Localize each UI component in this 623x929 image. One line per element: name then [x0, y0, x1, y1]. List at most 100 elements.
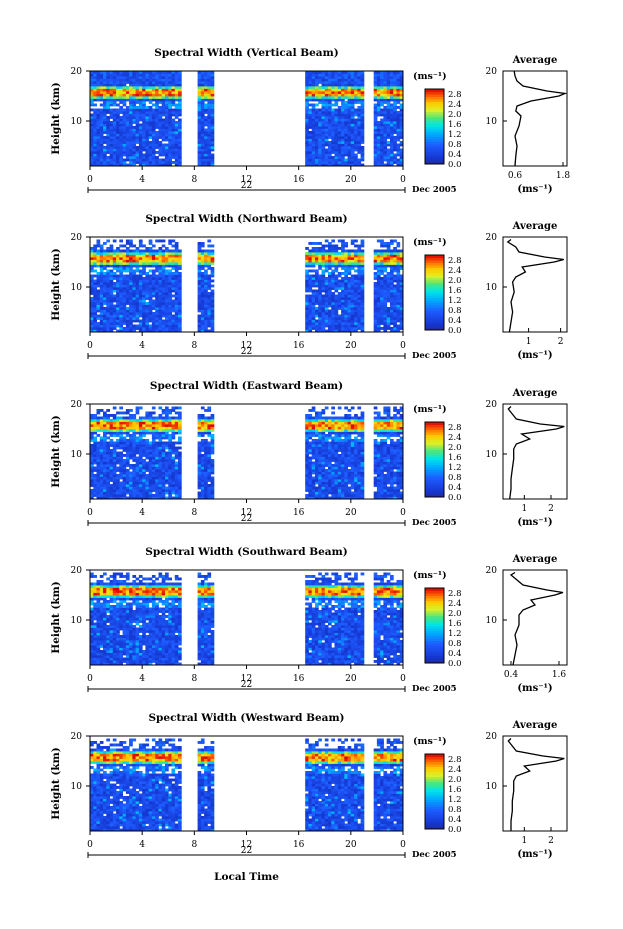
heatmap-cell: [178, 133, 182, 137]
heatmap-cell: [161, 146, 166, 149]
heatmap-cell: [106, 289, 110, 293]
heatmap-cell: [90, 491, 94, 495]
heatmap-cell: [311, 113, 316, 117]
heatmap-cell: [399, 113, 404, 117]
heatmap-cell: [109, 148, 114, 152]
heatmap-cell: [132, 491, 137, 495]
heatmap-cell: [354, 158, 358, 162]
heatmap-cell: [109, 494, 114, 497]
heatmap-cell: [207, 324, 212, 328]
heatmap-cell: [109, 274, 114, 278]
heatmap-cell: [99, 141, 104, 144]
heatmap-cell: [318, 141, 322, 144]
heatmap-cell: [318, 126, 322, 129]
heatmap-cell: [178, 156, 182, 159]
heatmap-cell: [373, 121, 378, 124]
heatmap-cell: [337, 108, 342, 112]
heatmap-cell: [109, 279, 114, 283]
heatmap-cell: [135, 136, 140, 139]
heatmap-cell: [125, 269, 130, 273]
heatmap-cell: [308, 91, 313, 94]
heatmap-cell: [116, 292, 120, 295]
heatmap-cell: [93, 436, 97, 440]
heatmap-cell: [132, 486, 137, 490]
heatmap-cell: [204, 98, 208, 102]
heatmap-cell: [396, 287, 401, 290]
heatmap-cell: [331, 81, 335, 84]
heatmap-cell: [315, 141, 319, 144]
heatmap-cell: [99, 282, 104, 285]
heatmap-cell: [324, 254, 329, 258]
heatmap-cell: [122, 116, 127, 119]
heatmap-cell: [376, 146, 381, 149]
heatmap-cell: [93, 486, 97, 490]
heatmap-cell: [119, 436, 123, 440]
heatmap-cell: [119, 434, 123, 437]
heatmap-cell: [337, 262, 342, 265]
heatmap-cell: [318, 111, 322, 114]
heatmap-cell: [383, 86, 388, 89]
heatmap-cell: [148, 449, 153, 452]
heatmap-cell: [132, 73, 137, 77]
heatmap-cell: [119, 496, 123, 500]
heatmap-cell: [357, 71, 362, 74]
heatmap-cell: [125, 91, 130, 94]
heatmap-cell: [380, 282, 384, 285]
heatmap-cell: [315, 103, 319, 107]
heatmap-cell: [174, 103, 179, 107]
heatmap-cell: [347, 153, 352, 157]
heatmap-cell: [207, 317, 212, 320]
heatmap-cell: [383, 148, 388, 152]
heatmap-cell: [112, 156, 117, 159]
heatmap-cell: [174, 131, 179, 134]
heatmap-cell: [197, 302, 202, 305]
heatmap-cell: [103, 436, 107, 440]
heatmap-cell: [204, 287, 208, 290]
heatmap-cell: [328, 136, 332, 139]
heatmap-cell: [373, 324, 378, 328]
heatmap-cell: [350, 277, 355, 280]
heatmap-cell: [96, 98, 101, 102]
heatmap-cell: [380, 128, 384, 132]
heatmap-cell: [125, 133, 130, 137]
heatmap-cell: [119, 491, 123, 495]
colorbar-tick-label: 1.6: [448, 286, 462, 296]
heatmap-cell: [158, 249, 163, 253]
heatmap-cell: [112, 327, 117, 330]
heatmap-cell: [142, 76, 146, 79]
heatmap-cell: [103, 118, 107, 122]
heatmap-cell: [161, 108, 166, 112]
heatmap-cell: [93, 93, 97, 97]
heatmap-cell: [337, 252, 342, 255]
heatmap-cell: [135, 111, 140, 114]
heatmap-cell: [129, 264, 133, 268]
heatmap-cell: [90, 257, 94, 260]
heatmap-cell: [204, 78, 208, 82]
heatmap-cell: [142, 78, 146, 82]
heatmap-cell: [151, 148, 156, 152]
heatmap-cell: [347, 91, 352, 94]
heatmap-cell: [93, 287, 97, 290]
heatmap-cell: [334, 96, 339, 99]
heatmap-cell: [396, 314, 401, 318]
heatmap-cell: [119, 322, 123, 325]
heatmap-cell: [386, 282, 391, 285]
x-tick-label: 8: [191, 341, 197, 351]
heatmap-cell: [393, 327, 397, 330]
heatmap-cell: [119, 424, 123, 427]
heatmap-cell: [380, 136, 384, 139]
heatmap-cell: [99, 451, 104, 455]
heatmap-cell: [334, 262, 339, 265]
heatmap-cell: [383, 242, 388, 245]
heatmap-cell: [210, 267, 215, 270]
heatmap-cell: [119, 459, 123, 462]
heatmap-cell: [158, 314, 163, 318]
heatmap-cell: [138, 143, 143, 147]
heatmap-cell: [106, 409, 110, 412]
heatmap-cell: [386, 86, 391, 89]
heatmap-cell: [158, 101, 163, 104]
heatmap-cell: [393, 309, 397, 313]
heatmap-cell: [341, 126, 345, 129]
heatmap-cell: [99, 262, 104, 265]
heatmap-cell: [174, 93, 179, 97]
